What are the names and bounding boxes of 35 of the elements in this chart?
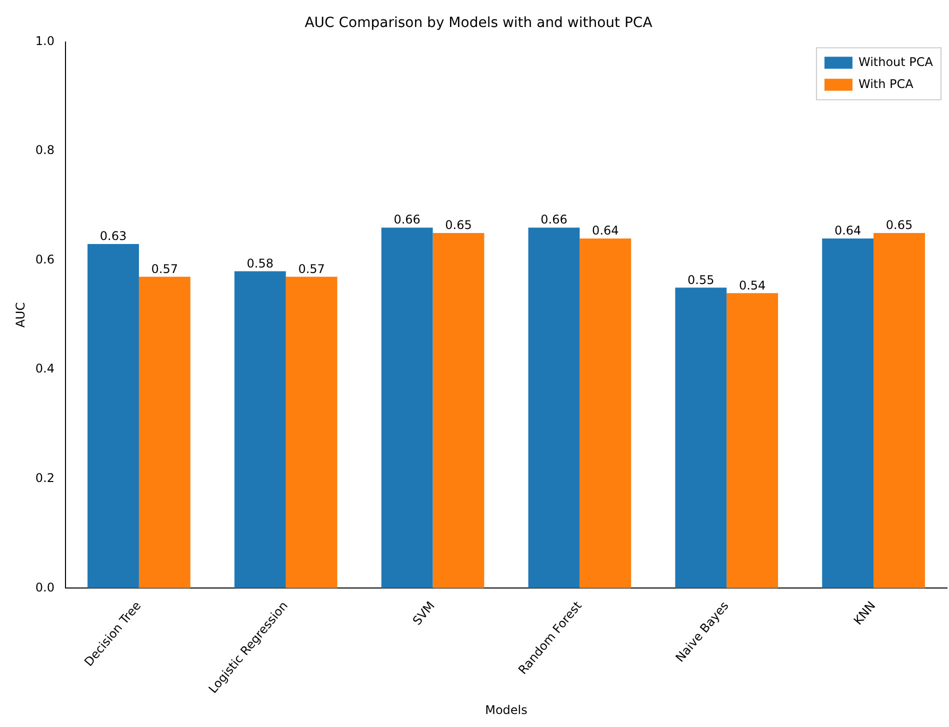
data-label: 0.55 [688, 272, 714, 287]
legend-label: With PCA [858, 76, 914, 91]
bar [286, 276, 338, 588]
y-tick-label: 0.6 [35, 252, 54, 266]
data-label: 0.66 [540, 212, 568, 227]
data-label: 0.58 [246, 256, 274, 270]
data-label: 0.57 [151, 262, 178, 276]
y-tick-label: 0.0 [35, 580, 54, 594]
y-tick-label: 0.4 [35, 362, 54, 376]
bar [726, 293, 778, 588]
bar [580, 238, 632, 588]
bar [138, 276, 190, 588]
data-label: 0.64 [592, 224, 619, 238]
bar [88, 244, 139, 588]
bar [675, 288, 727, 588]
bar [822, 238, 874, 588]
data-label: 0.65 [445, 218, 472, 232]
legend-label: Without PCA [858, 54, 934, 69]
x-axis-title: Models [485, 702, 528, 717]
data-label: 0.66 [394, 212, 420, 227]
y-tick-label: 0.2 [35, 471, 54, 486]
y-tick-label: 1.0 [35, 34, 54, 48]
data-label: 0.65 [886, 218, 913, 232]
bar [528, 228, 580, 588]
data-label: 0.54 [738, 278, 766, 292]
bar [381, 228, 433, 588]
chart-title: AUC Comparison by Models with and without PCA [304, 15, 653, 32]
bar [874, 233, 925, 588]
data-label: 0.64 [834, 224, 862, 238]
data-label: 0.63 [100, 229, 127, 244]
y-axis-title: AUC [13, 302, 28, 328]
bar [234, 271, 286, 588]
data-label: 0.57 [298, 262, 325, 276]
y-tick-label: 0.8 [35, 143, 54, 158]
bar [432, 233, 484, 588]
